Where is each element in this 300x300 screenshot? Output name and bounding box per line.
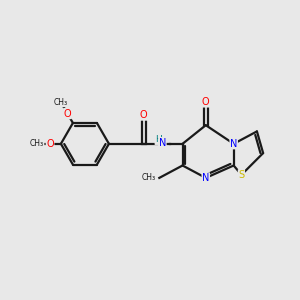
Text: CH₃: CH₃ xyxy=(142,173,156,182)
Text: CH₃: CH₃ xyxy=(54,98,68,107)
Text: O: O xyxy=(202,97,210,107)
Text: H: H xyxy=(155,135,162,144)
Text: N: N xyxy=(202,173,209,183)
Text: S: S xyxy=(238,170,244,180)
Text: O: O xyxy=(64,109,71,118)
Text: N: N xyxy=(159,138,166,148)
Text: N: N xyxy=(230,139,237,149)
Text: CH₃: CH₃ xyxy=(30,139,44,148)
Text: O: O xyxy=(46,139,54,149)
Text: O: O xyxy=(140,110,148,120)
